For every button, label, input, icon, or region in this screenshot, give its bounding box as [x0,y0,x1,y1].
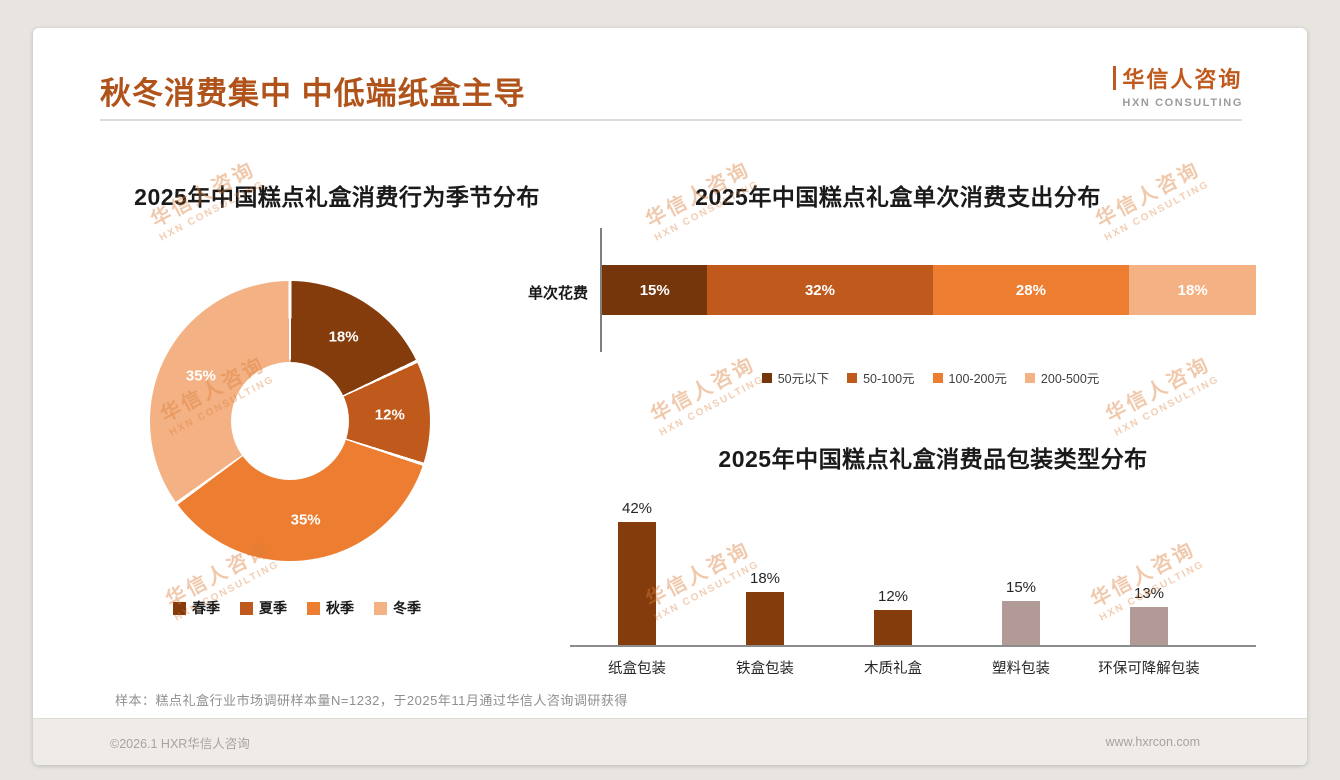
column-value-label: 12% [877,588,909,605]
header-divider [100,119,1242,121]
donut-value-label: 18% [328,328,359,346]
season-legend-item: 春季 [173,598,220,618]
copyright-text: ©2026.1 HXR华信人咨询 [110,736,250,751]
stacked-segment: 18% [1129,265,1256,315]
footer: ©2026.1 HXR华信人咨询 www.hxrcon.com [33,718,1307,765]
legend-label: 春季 [192,600,220,616]
column-chart: 42% 18% 12% 15% 13% [573,493,1213,645]
column-bar [1002,601,1040,645]
column-categories: 纸盒包装 铁盒包装 木质礼盒 塑料包装 环保可降解包装 [573,657,1213,678]
legend-swatch [1024,372,1035,383]
column-value-label: 15% [1005,579,1037,596]
column-category-label: 塑料包装 [992,661,1050,677]
legend-label: 50-100元 [863,372,915,386]
donut-hole [231,362,349,480]
watermark: 华信人咨询 HXN CONSULTING [644,347,766,438]
spend-legend-item: 200-500元 [1024,368,1100,387]
stacked-bar: 15% 32% 28% 18% [602,265,1256,315]
donut-value-label: 12% [374,406,405,424]
spend-row-label: 单次花费 [527,285,588,302]
legend-label: 秋季 [326,600,354,616]
logo-subtitle: HXN CONSULTING [1122,97,1243,109]
column-slot: 13% [1085,493,1213,645]
season-legend-item: 冬季 [374,598,421,618]
legend-swatch [932,372,943,383]
column-category-label: 环保可降解包装 [1098,661,1200,677]
legend-swatch [240,601,253,615]
column-category-label: 铁盒包装 [736,661,794,677]
spend-legend: 50元以下 50-100元 100-200元 200-500元 [603,368,1258,387]
column-slot: 42% [573,493,701,645]
column-bar [746,592,784,645]
column-axis-line [570,645,1256,647]
logo-mark-icon [1113,66,1117,90]
column-value-label: 42% [621,500,653,517]
column-value-label: 13% [1133,585,1165,602]
stacked-segment: 32% [707,265,933,315]
legend-swatch [374,601,387,615]
legend-label: 100-200元 [948,372,1007,386]
legend-swatch [307,601,320,615]
spend-axis-line [600,228,602,352]
column-slot: 15% [957,493,1085,645]
sample-note: 样本：糕点礼盒行业市场调研样本量N=1232，于2025年11月通过华信人咨询调… [115,693,628,708]
donut-chart: 18% 12% 35% 35% [150,281,430,561]
spend-chart-title: 2025年中国糕点礼盒单次消费支出分布 [695,184,1101,210]
legend-label: 夏季 [259,600,287,616]
legend-swatch [173,601,186,615]
column-category-label: 木质礼盒 [864,661,922,677]
column-slot: 12% [829,493,957,645]
stacked-segment: 28% [932,265,1130,315]
page-title: 秋冬消费集中 中低端纸盒主导 [100,76,526,111]
watermark-line1: 华信人咨询 [647,353,760,427]
legend-label: 200-500元 [1040,372,1100,386]
brand-logo: 华信人咨询 HXN CONSULTING [1113,62,1243,109]
column-bar [1130,607,1168,645]
spend-legend-item: 100-200元 [932,368,1007,387]
donut-chart-title: 2025年中国糕点礼盒消费行为季节分布 [134,184,540,210]
season-legend-item: 夏季 [240,598,287,618]
column-bar [618,522,656,645]
donut-value-label: 35% [290,511,321,529]
column-slot: 18% [701,493,829,645]
season-legend-item: 秋季 [307,598,354,618]
legend-swatch [761,372,772,383]
watermark: 华信人咨询 HXN CONSULTING [1099,347,1221,438]
season-legend: 春季 夏季 秋季 冬季 [33,598,561,618]
legend-label: 冬季 [393,600,421,616]
legend-swatch [847,372,858,383]
legend-label: 50元以下 [777,372,830,386]
logo-name: 华信人咨询 [1122,67,1243,92]
logo-row: 华信人咨询 [1113,62,1243,94]
slide-card: 秋冬消费集中 中低端纸盒主导 华信人咨询 HXN CONSULTING 2025… [33,28,1307,765]
spend-legend-item: 50元以下 [761,368,830,387]
stacked-segment: 15% [602,265,708,315]
column-category-label: 纸盒包装 [608,661,666,677]
spend-legend-item: 50-100元 [847,368,915,387]
column-bar [874,610,912,645]
website-url: www.hxrcon.com [1105,735,1200,749]
column-value-label: 18% [749,570,781,587]
package-chart-title: 2025年中国糕点礼盒消费品包装类型分布 [718,446,1148,472]
watermark-line1: 华信人咨询 [1102,353,1215,427]
donut-value-label: 35% [185,367,216,385]
